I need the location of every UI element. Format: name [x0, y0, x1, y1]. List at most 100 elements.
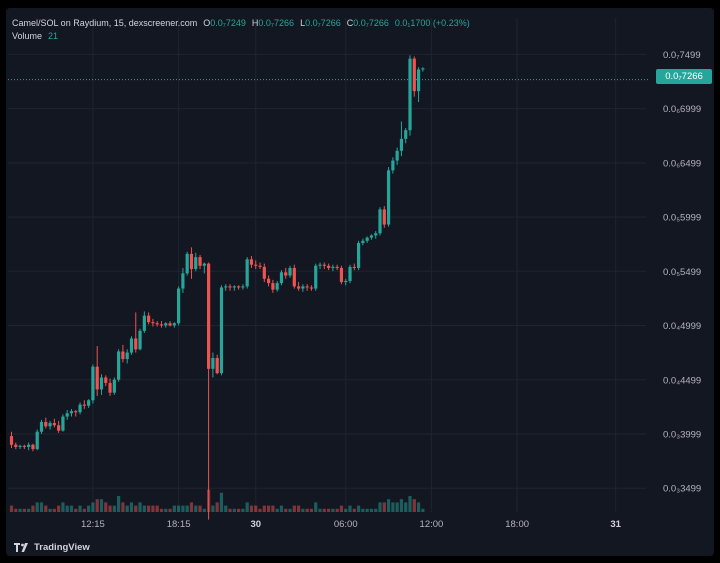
candle-body — [365, 237, 369, 241]
volume-bar — [151, 505, 155, 512]
volume-bar — [142, 505, 146, 512]
volume-bar — [95, 499, 99, 512]
volume-bar — [335, 508, 339, 512]
volume-bar — [52, 508, 56, 512]
volume-value: 21 — [48, 31, 59, 41]
y-tick-label: 0.0₆6999 — [663, 104, 701, 115]
candle-body — [129, 338, 134, 353]
volume-bar — [326, 508, 331, 512]
low-value: 0.0₇7266 — [305, 18, 341, 28]
candle-body — [421, 68, 425, 70]
candle-body — [352, 266, 356, 268]
candle-body — [331, 266, 335, 268]
volume-bar — [215, 502, 219, 512]
x-tick-label: 06:00 — [334, 519, 358, 530]
volume-bar — [267, 505, 271, 512]
volume-bar — [344, 508, 348, 512]
candle-body — [65, 413, 69, 417]
candle-body — [279, 272, 284, 284]
volume-bar — [378, 502, 382, 512]
x-tick-label: 12:00 — [420, 519, 444, 530]
candle-body — [382, 209, 386, 225]
close-value: 0.0₇7266 — [353, 18, 389, 28]
candle-body — [301, 286, 305, 289]
volume-bar — [57, 505, 61, 512]
candle-body — [194, 257, 198, 270]
candle-body — [335, 266, 339, 268]
volume-bar — [99, 499, 104, 512]
volume-bar — [288, 508, 292, 512]
pair-title: Camel/SOL on Raydium, 15, dexscreener.co… — [12, 18, 198, 28]
volume-bar — [61, 502, 65, 512]
volume-bar — [305, 508, 309, 512]
candle-body — [35, 431, 39, 450]
candle-body — [22, 445, 26, 447]
candle-body — [185, 253, 189, 274]
volume-bar — [35, 502, 39, 512]
candle-body — [305, 286, 309, 288]
tradingview-brand[interactable]: TradingView — [14, 542, 90, 553]
volume-bar — [18, 508, 22, 512]
volume-bar — [138, 502, 142, 512]
volume-bar — [74, 508, 78, 512]
candle-body — [262, 266, 266, 279]
volume-bar — [147, 505, 151, 512]
time-axis: 12:15 18:15 30 06:00 12:00 18:00 31 — [81, 519, 622, 530]
price-chart[interactable]: 0.0₇7499 0.0₆6999 0.0₆6499 0.0₅5999 0.0₅5499… — [6, 8, 714, 556]
volume-bar — [241, 508, 245, 512]
candle-body — [82, 404, 86, 406]
high-value: 0.0₇7266 — [258, 18, 295, 28]
candle-body — [292, 267, 296, 287]
candle-body — [48, 423, 52, 427]
x-tick-label: 18:00 — [505, 519, 529, 530]
volume-bar — [134, 505, 138, 512]
candle-body — [121, 351, 125, 360]
candle-body — [117, 351, 121, 380]
candle-body — [181, 273, 185, 289]
candle-body — [386, 170, 391, 225]
volume-bar — [9, 505, 14, 512]
candle-body — [108, 382, 112, 393]
volume-bar — [309, 508, 314, 512]
volume-bar — [129, 502, 134, 512]
volume-bar — [421, 508, 425, 512]
volume-bar — [164, 508, 168, 512]
candle-body — [408, 58, 412, 131]
candle-body — [224, 286, 228, 288]
volume-bar — [27, 508, 31, 512]
candle-body — [112, 379, 116, 393]
y-tick-label: 0.0₆6499 — [663, 158, 701, 169]
volume-bar — [219, 492, 224, 512]
volume-bar — [254, 505, 258, 512]
volume-bar — [412, 499, 416, 512]
chart-panel[interactable]: 0.0₇7499 0.0₆6999 0.0₆6499 0.0₅5999 0.0₅5499… — [6, 8, 714, 556]
volume-bar — [374, 508, 378, 512]
candle-body — [339, 267, 344, 283]
candle-body — [177, 288, 181, 324]
volume-bar — [408, 496, 412, 512]
candle-body — [249, 259, 254, 265]
candles — [9, 55, 425, 520]
candle-body — [318, 264, 322, 266]
volume-bar — [159, 508, 164, 512]
volume-bar — [224, 505, 228, 512]
candle-body — [151, 322, 155, 324]
candle-body — [95, 366, 99, 390]
candle-body — [91, 366, 95, 401]
volume-bar — [237, 508, 241, 512]
candle-body — [147, 315, 151, 323]
volume-bar — [211, 505, 215, 512]
candle-body — [241, 286, 245, 288]
brand-name: TradingView — [34, 542, 90, 553]
candle-body — [198, 257, 202, 266]
volume-bar — [404, 502, 408, 512]
volume-bar — [112, 505, 116, 512]
x-tick-label: 12:15 — [81, 519, 105, 530]
volume-bar — [14, 508, 18, 512]
candle-body — [356, 243, 361, 268]
candle-body — [284, 272, 288, 276]
x-tick-label: 31 — [610, 519, 621, 530]
candle-body — [288, 267, 292, 276]
price-axis: 0.0₇7499 0.0₆6999 0.0₆6499 0.0₅5999 0.0₅5499… — [663, 50, 701, 495]
candle-body — [87, 400, 91, 406]
